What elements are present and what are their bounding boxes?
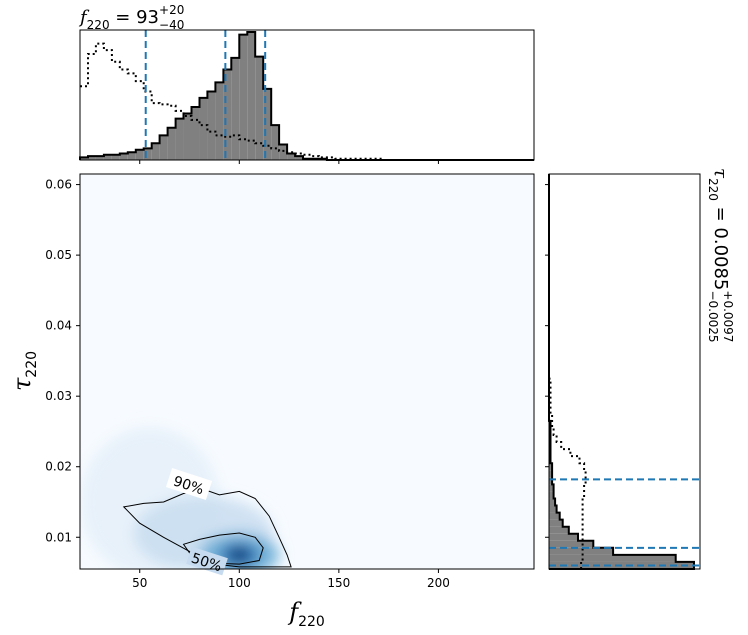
top-hist-bar — [287, 153, 296, 160]
top-hist-outline — [79, 31, 534, 161]
joint-density-heatmap — [80, 427, 280, 569]
y-tick-label: 0.04 — [45, 319, 72, 333]
top-hist-bar — [295, 156, 304, 160]
joint-density-panel: 90%50% 50 100 150 200 0.010.020.030.040.050… — [8, 173, 535, 630]
right-hist-bar — [549, 498, 556, 506]
top-marginal-title: f220 = 93+20 −40 — [78, 3, 184, 32]
top-hist-bar — [191, 106, 200, 160]
top-hist-bar — [127, 152, 136, 160]
y-tick-label: 0.02 — [45, 460, 72, 474]
y-tick-label: 0.01 — [45, 530, 72, 544]
top-hist-bar — [215, 82, 224, 160]
right-hist-bar — [549, 519, 563, 527]
top-panel-ticks — [139, 160, 439, 164]
right-hist-bar — [549, 477, 553, 485]
y-tick-label: 0.05 — [45, 248, 72, 262]
top-hist-bar — [103, 154, 112, 160]
top-hist-bar — [175, 118, 184, 160]
top-marginal-histogram — [79, 31, 534, 161]
top-hist-bar — [255, 56, 264, 160]
contour-label-bg — [165, 468, 213, 500]
right-marginal-title: τ220 = 0.0085+0.0097−0.0025 — [706, 168, 735, 342]
right-hist-bar — [549, 505, 557, 513]
x-tick-label: 50 — [132, 576, 147, 590]
top-hist-bar — [111, 154, 120, 160]
top-hist-bar — [263, 88, 272, 160]
top-panel-frame — [79, 29, 535, 161]
top-hist-bar — [143, 148, 152, 160]
joint-y-ticks: 0.01 0.02 0.03 0.04 0.05 0.06 — [45, 178, 80, 544]
right-hist-bar — [549, 554, 676, 562]
y-tick-label: 0.03 — [45, 389, 72, 403]
top-hist-bar — [271, 125, 280, 160]
x-tick-label: 200 — [427, 576, 450, 590]
top-hist-bar — [119, 153, 128, 160]
y-axis-label: τ220 — [8, 351, 40, 391]
joint-panel-frame — [79, 173, 535, 570]
top-hist-bar — [151, 143, 160, 160]
right-hist-bar — [549, 463, 553, 471]
right-hist-bar — [549, 512, 560, 520]
density-layer — [80, 427, 280, 569]
contour-90pct — [122, 488, 292, 568]
right-hist-bar — [549, 533, 578, 541]
top-hist-bar — [159, 135, 168, 160]
x-axis-label: f220 — [287, 598, 325, 630]
right-hist-outline — [548, 174, 695, 570]
right-quantile-lines — [549, 478, 700, 567]
right-panel-ticks — [545, 184, 549, 538]
right-hist-bar — [549, 547, 614, 555]
right-hist-bar — [549, 484, 554, 492]
joint-x-ticks: 50 100 150 200 — [132, 569, 450, 590]
x-tick-label: 100 — [228, 576, 251, 590]
right-hist-bar — [549, 540, 594, 548]
right-hist-bar — [549, 470, 553, 478]
top-marginal-panel: f220 = 93+20 −40 — [78, 3, 535, 164]
right-marginal-histogram — [548, 174, 695, 570]
x-tick-label: 150 — [327, 576, 350, 590]
top-hist-bar — [80, 157, 88, 160]
contour-label-bg — [186, 546, 228, 576]
density-peak — [229, 547, 250, 562]
right-hist-bar — [549, 526, 569, 534]
top-hist-bar — [207, 91, 216, 160]
top-hist-bar — [247, 32, 256, 160]
top-hist-bar — [223, 69, 232, 160]
top-hist-bar — [95, 156, 104, 160]
top-hist-bar — [183, 113, 192, 160]
right-hist-bar — [549, 491, 554, 499]
top-hist-bar — [239, 34, 248, 160]
top-prior-line — [80, 42, 534, 161]
right-panel-frame — [548, 173, 701, 570]
y-tick-label: 0.06 — [45, 178, 72, 192]
top-hist-bar — [135, 149, 144, 160]
top-hist-bar — [279, 144, 288, 160]
top-hist-bar — [167, 127, 176, 160]
top-marginal-prior-curve — [80, 42, 534, 161]
top-hist-bar — [87, 156, 96, 160]
right-marginal-panel: τ220 = 0.0085+0.0097−0.0025 — [545, 168, 735, 570]
top-hist-bar — [231, 57, 240, 161]
top-hist-bar — [199, 97, 208, 160]
